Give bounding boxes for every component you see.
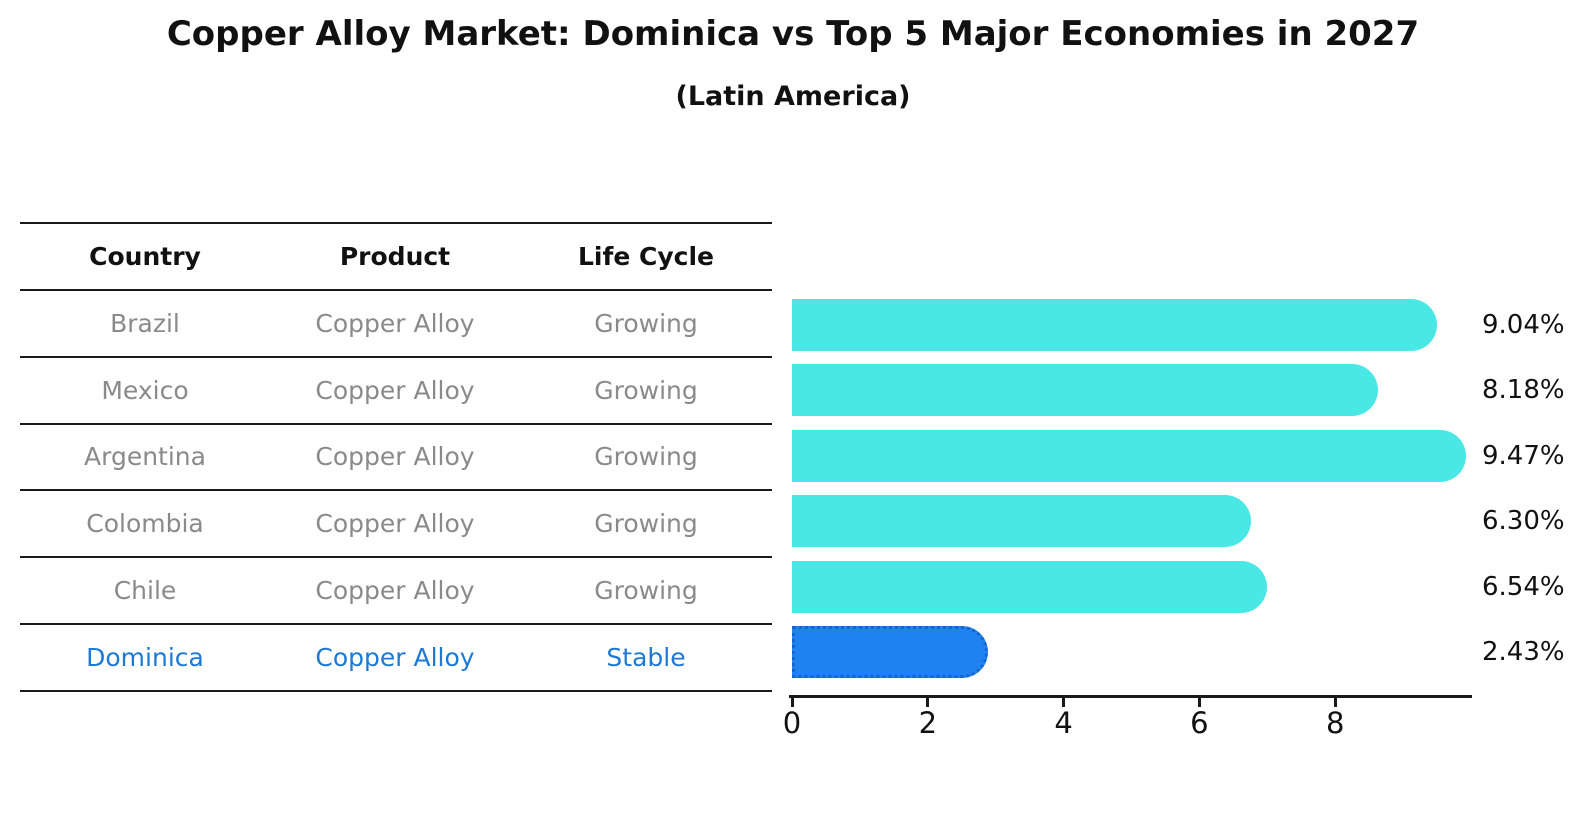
- x-tick-mark: [1333, 698, 1337, 707]
- cell-product: Copper Alloy: [315, 576, 475, 606]
- bar-mexico: [792, 364, 1379, 417]
- x-tick-label: 0: [782, 706, 802, 740]
- value-label-chile: 6.54%: [1482, 571, 1565, 602]
- country-table: Country Product Life Cycle Brazil Copper…: [20, 222, 772, 692]
- cell-product: Copper Alloy: [315, 509, 475, 539]
- bar-dominica: [792, 626, 988, 678]
- x-axis-line: [789, 695, 1472, 698]
- cell-product: Copper Alloy: [315, 375, 475, 405]
- cell-product: Copper Alloy: [315, 442, 475, 472]
- cell-country: Argentina: [84, 442, 206, 472]
- value-label-mexico: 8.18%: [1482, 375, 1565, 406]
- table-row-dominica: Dominica Copper Alloy Stable: [20, 625, 772, 692]
- bar-argentina: [792, 429, 1466, 482]
- value-label-colombia: 6.30%: [1482, 506, 1565, 537]
- cell-country: Brazil: [110, 308, 180, 338]
- x-tick-mark: [1062, 698, 1066, 707]
- column-header-life-cycle: Life Cycle: [577, 241, 715, 271]
- table-row-colombia: Colombia Copper Alloy Growing: [20, 491, 772, 559]
- table-row-chile: Chile Copper Alloy Growing: [20, 558, 772, 626]
- bar-brazil: [792, 299, 1437, 351]
- value-label-dominica: 2.43%: [1482, 637, 1565, 667]
- chart-title: Copper Alloy Market: Dominica vs Top 5 M…: [166, 14, 1420, 54]
- table-row-brazil: Brazil Copper Alloy Growing: [20, 291, 772, 358]
- value-label-argentina: 9.47%: [1482, 440, 1565, 471]
- cell-country: Colombia: [86, 509, 204, 539]
- x-tick-label: 8: [1325, 706, 1345, 740]
- cell-country: Mexico: [101, 375, 189, 405]
- cell-life-cycle: Growing: [594, 576, 698, 606]
- column-header-country: Country: [89, 241, 201, 271]
- column-header-product: Product: [339, 241, 451, 271]
- x-tick-mark: [926, 698, 930, 707]
- cell-product: Copper Alloy: [315, 643, 475, 673]
- x-tick-mark: [790, 698, 794, 707]
- table-row-argentina: Argentina Copper Alloy Growing: [20, 425, 772, 492]
- x-tick-label: 4: [1054, 706, 1073, 740]
- bar-colombia: [792, 495, 1251, 548]
- cell-country: Dominica: [86, 643, 204, 673]
- x-tick-mark: [1197, 698, 1201, 707]
- bar-chile: [792, 560, 1268, 613]
- cell-country: Chile: [113, 576, 177, 606]
- chart-subtitle: (Latin America): [675, 81, 911, 112]
- table-header-row: Country Product Life Cycle: [20, 224, 772, 291]
- cell-product: Copper Alloy: [315, 308, 475, 338]
- value-label-brazil: 9.04%: [1482, 310, 1565, 340]
- cell-life-cycle: Stable: [606, 643, 686, 673]
- cell-life-cycle: Growing: [594, 442, 698, 472]
- x-tick-label: 2: [918, 706, 938, 740]
- x-tick-label: 6: [1190, 706, 1209, 740]
- cell-life-cycle: Growing: [594, 308, 698, 338]
- table-row-mexico: Mexico Copper Alloy Growing: [20, 358, 772, 425]
- cell-life-cycle: Growing: [594, 375, 698, 405]
- cell-life-cycle: Growing: [594, 509, 698, 539]
